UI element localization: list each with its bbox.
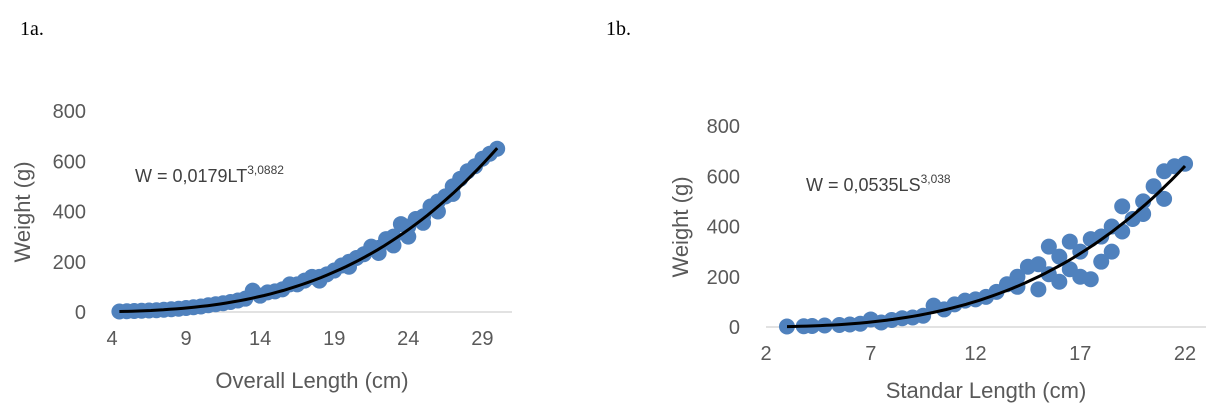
y-tick-label: 800: [53, 101, 86, 123]
y-tick-label: 0: [729, 317, 740, 339]
data-point: [1177, 155, 1194, 172]
x-tick-label: 17: [1069, 343, 1091, 365]
panel-label-1a: 1a.: [20, 18, 44, 40]
data-point: [1135, 193, 1152, 210]
data-point: [1103, 243, 1120, 260]
x-axis-title: Overall Length (cm): [215, 368, 408, 393]
x-tick-label: 2: [760, 343, 771, 365]
y-tick-label: 800: [707, 116, 740, 138]
x-tick-label: 29: [471, 328, 493, 350]
y-tick-label: 0: [75, 302, 86, 324]
x-tick-label: 14: [249, 328, 271, 350]
x-tick-label: 22: [1174, 343, 1196, 365]
x-axis-title: Standar Length (cm): [886, 378, 1087, 403]
data-point: [1093, 253, 1110, 270]
data-point: [370, 244, 387, 261]
x-tick-label: 9: [181, 328, 192, 350]
data-point: [1114, 223, 1131, 240]
x-tick-label: 24: [397, 328, 419, 350]
data-point: [1051, 248, 1068, 265]
data-point: [1114, 198, 1131, 215]
trendline: [786, 164, 1187, 329]
y-tick-label: 200: [53, 252, 86, 274]
y-tick-label: 200: [707, 267, 740, 289]
y-tick-label: 600: [53, 151, 86, 173]
data-point: [429, 203, 446, 220]
data-point: [778, 318, 795, 335]
x-tick-label: 12: [964, 343, 986, 365]
data-point: [1156, 190, 1173, 207]
y-axis-title: Weight (g): [10, 161, 35, 262]
y-tick-label: 600: [707, 166, 740, 188]
x-tick-label: 4: [106, 328, 117, 350]
y-tick-label: 400: [53, 202, 86, 224]
data-point: [1061, 233, 1078, 250]
panel-label-1b: 1b.: [606, 18, 631, 40]
regression-equation: W = 0,0179LT3,0882: [135, 163, 284, 186]
data-point: [1082, 271, 1099, 288]
x-tick-label: 7: [865, 343, 876, 365]
data-point: [1030, 256, 1047, 273]
data-point: [1040, 238, 1057, 255]
regression-equation: W = 0,0535LS3,038: [806, 172, 951, 195]
y-axis-title: Weight (g): [668, 176, 693, 277]
x-tick-label: 19: [323, 328, 345, 350]
data-point: [1145, 178, 1162, 195]
data-point: [1030, 281, 1047, 298]
trendline: [119, 147, 499, 313]
y-tick-label: 400: [707, 217, 740, 239]
